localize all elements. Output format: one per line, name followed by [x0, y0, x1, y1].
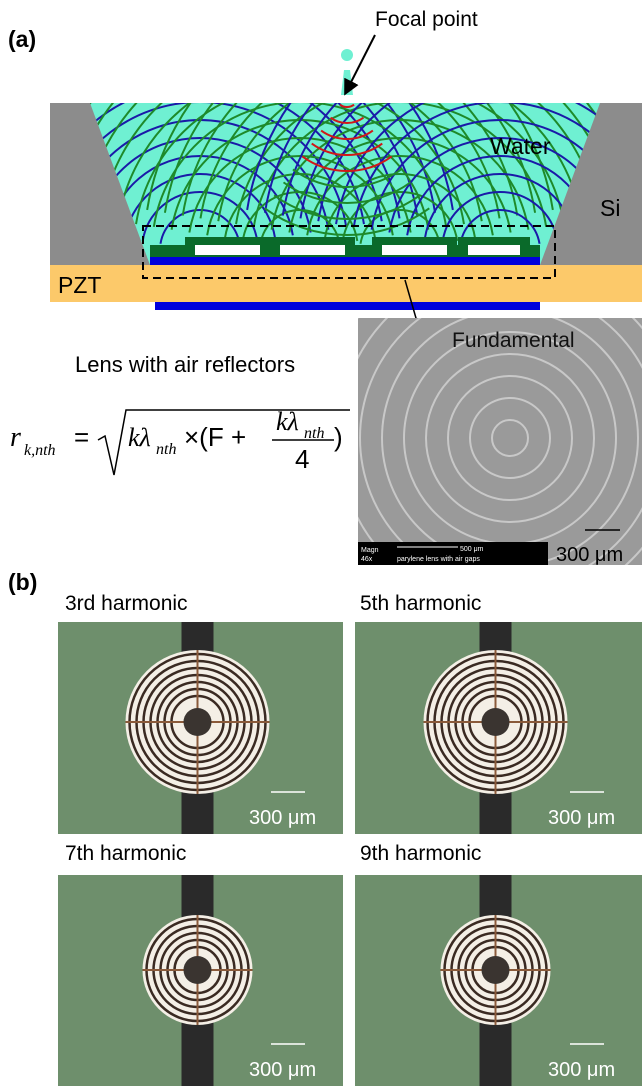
- focal-arrow: [346, 35, 375, 92]
- image-title: 5th harmonic: [360, 592, 481, 615]
- panel-label: (b): [8, 569, 37, 595]
- formula-part: kλ: [276, 407, 299, 436]
- micrograph: [355, 622, 642, 834]
- scale-label: 300 μm: [249, 1059, 316, 1081]
- lens-center: [482, 708, 510, 736]
- image-title: 9th harmonic: [360, 842, 481, 865]
- top-electrode: [150, 257, 540, 265]
- formula-part: ): [334, 422, 343, 452]
- formula-part: 4: [295, 444, 309, 474]
- scale-label: 300 μm: [249, 807, 316, 829]
- label: Water: [490, 133, 551, 159]
- formula-part: k,nth: [24, 442, 56, 459]
- info-text: parylene lens with air gaps: [397, 556, 480, 563]
- caption: Lens with air reflectors: [75, 352, 295, 377]
- scale-label: 300 μm: [556, 544, 623, 566]
- air-gap: [280, 245, 345, 255]
- image-title: 7th harmonic: [65, 842, 186, 865]
- lens-center: [482, 956, 510, 984]
- formula-part: ×(F +: [184, 422, 246, 452]
- bottom-electrode: [155, 302, 540, 310]
- formula-part: kλ: [128, 423, 151, 452]
- micrograph: [58, 875, 343, 1086]
- focal-dot: [341, 49, 353, 61]
- label: PZT: [58, 272, 101, 298]
- air-gap: [468, 245, 520, 255]
- lens: [150, 237, 540, 257]
- info-text: 500 μm: [460, 546, 484, 553]
- micrograph: [355, 875, 642, 1086]
- lens-center: [184, 956, 212, 984]
- scale-label: 300 μm: [548, 807, 615, 829]
- figure: (a) Focal point Water Si PZT Lens with a…: [0, 0, 642, 1086]
- micrograph: [58, 622, 343, 834]
- page: {"panel_a": {"label": "(a)", "focal_poin…: [0, 0, 642, 1086]
- formula-part: =: [74, 422, 89, 452]
- lens-center: [184, 708, 212, 736]
- formula: r k,nth = kλ nth ×(F + kλ nth 4 ): [10, 407, 350, 475]
- formula-part: nth: [156, 441, 176, 458]
- air-gap: [195, 245, 260, 255]
- scale-label: 300 μm: [548, 1059, 615, 1081]
- air-gap: [382, 245, 447, 255]
- label: Focal point: [375, 8, 478, 31]
- info-text: Magn: [361, 547, 379, 554]
- image-title: 3rd harmonic: [65, 592, 188, 615]
- info-text: 46x: [361, 556, 373, 563]
- formula-part: r: [10, 422, 21, 453]
- sem-title: Fundamental: [452, 329, 575, 352]
- panel-label: (a): [8, 26, 36, 52]
- pzt: [50, 265, 642, 302]
- label: Si: [600, 195, 620, 221]
